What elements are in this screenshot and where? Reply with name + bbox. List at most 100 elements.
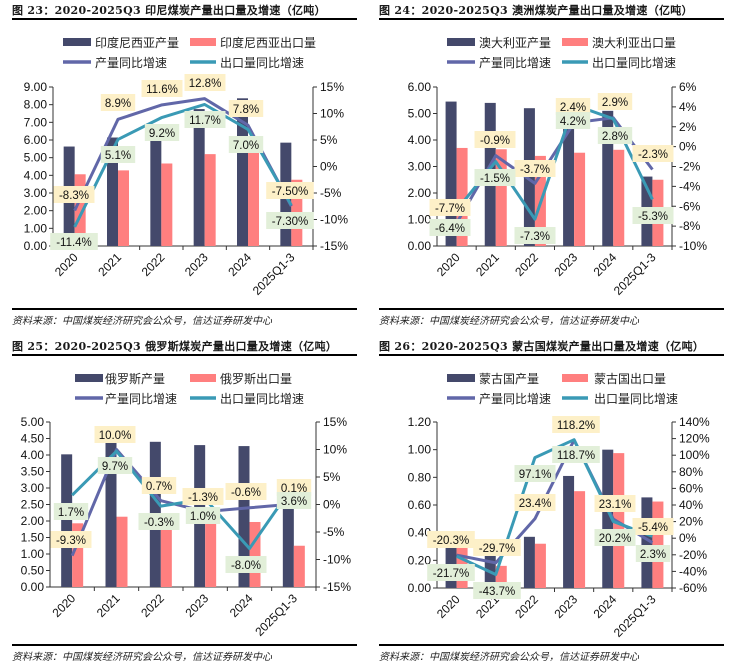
production-growth-label: -0.9% bbox=[480, 135, 510, 147]
legend-label: 蒙古国出口量 bbox=[594, 371, 666, 386]
export-growth-label: -5.3% bbox=[638, 211, 668, 223]
left-tick-label: 5.00 bbox=[24, 151, 48, 165]
export-bar bbox=[574, 152, 586, 246]
left-tick-label: 1.00 bbox=[408, 213, 432, 227]
right-tick-label: 100% bbox=[679, 448, 710, 462]
export-bar bbox=[534, 543, 546, 588]
legend-label: 产量同比增速 bbox=[479, 392, 551, 406]
right-tick-label: 15% bbox=[320, 80, 344, 94]
left-tick-label: 2.00 bbox=[24, 204, 48, 218]
right-tick-label: 0% bbox=[679, 140, 697, 154]
export-growth-label: 9.7% bbox=[102, 461, 128, 473]
category-label: 2024 bbox=[227, 591, 256, 620]
left-tick-label: 1.00 bbox=[24, 221, 48, 235]
export-bar bbox=[613, 453, 625, 588]
export-growth-label-box bbox=[429, 219, 471, 236]
left-tick-label: 4.00 bbox=[408, 133, 432, 147]
export-growth-label: 20.2% bbox=[599, 533, 632, 545]
right-tick-label: -40% bbox=[679, 564, 707, 578]
category-label: 2020 bbox=[50, 591, 79, 620]
left-tick-label: 0.60 bbox=[408, 498, 432, 512]
production-growth-label: 10.0% bbox=[99, 430, 132, 442]
right-tick-label: 15% bbox=[323, 415, 347, 429]
legend-label: 澳大利亚出口量 bbox=[592, 36, 676, 50]
figure-title: 图 24：2020-2025Q3 澳洲煤炭产量出口量及增速（亿吨） bbox=[379, 2, 724, 20]
production-bar bbox=[445, 101, 457, 246]
export-growth-label-box bbox=[138, 513, 180, 530]
left-tick-label: 0.50 bbox=[21, 564, 45, 578]
export-growth-label-box bbox=[53, 503, 89, 520]
export-growth-label: 9.2% bbox=[149, 128, 175, 140]
legend-label: 产量同比增速 bbox=[479, 56, 551, 70]
production-growth-label-box bbox=[427, 531, 475, 548]
export-bar bbox=[652, 501, 664, 588]
production-growth-label: 11.6% bbox=[146, 84, 178, 96]
right-tick-label: 4% bbox=[679, 100, 697, 114]
production-growth-label-box bbox=[514, 160, 556, 177]
export-bar bbox=[204, 154, 216, 246]
left-tick-label: 7.00 bbox=[24, 115, 48, 129]
production-bar bbox=[237, 98, 248, 246]
export-growth-label-box bbox=[50, 233, 98, 250]
category-label: 2020 bbox=[434, 250, 463, 279]
export-bar bbox=[456, 147, 468, 246]
export-growth-label-box bbox=[185, 507, 221, 524]
right-tick-label: 40% bbox=[679, 498, 703, 512]
right-tick-label: 10% bbox=[323, 443, 347, 457]
production-bar bbox=[150, 124, 162, 246]
export-bar bbox=[574, 491, 586, 588]
legend-label: 出口量同比增速 bbox=[220, 392, 304, 406]
production-growth-label-box bbox=[632, 518, 674, 535]
category-label: 2023 bbox=[551, 592, 580, 621]
category-label: 2024 bbox=[225, 250, 254, 279]
right-tick-label: 80% bbox=[679, 465, 703, 479]
right-tick-label: -2% bbox=[679, 160, 701, 174]
production-bar bbox=[523, 536, 535, 588]
export-growth-label-box bbox=[473, 582, 521, 599]
category-label: 2020 bbox=[52, 250, 81, 279]
production-bar bbox=[563, 124, 575, 246]
right-tick-label: 10% bbox=[320, 107, 344, 121]
category-label: 2021 bbox=[94, 591, 123, 620]
right-tick-label: -15% bbox=[320, 239, 348, 253]
production-growth-label: 2.4% bbox=[560, 102, 586, 114]
production-growth-label-box bbox=[429, 199, 471, 216]
production-growth-label-box bbox=[552, 416, 600, 433]
legend-swatch-export bbox=[190, 374, 216, 382]
production-bar bbox=[523, 108, 535, 246]
legend-label: 出口量同比增速 bbox=[594, 392, 678, 406]
export-growth-label: 4.2% bbox=[560, 116, 586, 128]
right-tick-label: 2% bbox=[679, 120, 697, 134]
figure-23-indonesia: 图 23：2020-2025Q3 印尼煤炭产量出口量及增速（亿吨） 印度尼西亚产… bbox=[0, 0, 367, 336]
export-growth-label: -6.4% bbox=[435, 223, 465, 235]
export-growth-label: 1.7% bbox=[58, 507, 84, 519]
right-tick-label: -10% bbox=[323, 553, 351, 567]
left-tick-label: 3.50 bbox=[21, 465, 45, 479]
export-bar bbox=[613, 149, 625, 246]
figure-24-australia: 图 24：2020-2025Q3 澳洲煤炭产量出口量及增速（亿吨） 澳大利亚产量… bbox=[367, 0, 734, 336]
right-tick-label: -5% bbox=[320, 186, 342, 200]
export-bar bbox=[293, 545, 305, 587]
export-growth-label: 2.8% bbox=[602, 131, 628, 143]
production-growth-label-box bbox=[100, 94, 136, 111]
export-bar bbox=[495, 149, 507, 246]
export-growth-label: 2.3% bbox=[640, 549, 666, 561]
right-tick-label: 6% bbox=[679, 80, 697, 94]
left-tick-label: 2.50 bbox=[21, 498, 45, 512]
export-growth-label: 5.1% bbox=[105, 150, 131, 162]
category-label: 2024 bbox=[591, 592, 620, 621]
right-tick-label: -20% bbox=[679, 548, 707, 562]
export-growth-label-box bbox=[266, 212, 314, 229]
export-growth-label-box bbox=[144, 124, 180, 141]
export-growth-label-box bbox=[632, 207, 674, 224]
export-bar bbox=[249, 521, 261, 587]
legend-swatch-production bbox=[75, 374, 103, 382]
export-growth-label-box bbox=[184, 111, 226, 128]
category-label: 2022 bbox=[138, 591, 167, 620]
left-tick-label: 5.00 bbox=[408, 107, 432, 121]
production-growth-label: 23.4% bbox=[519, 498, 552, 510]
production-growth-label: 12.8% bbox=[189, 78, 222, 90]
production-growth-label-box bbox=[276, 479, 312, 496]
